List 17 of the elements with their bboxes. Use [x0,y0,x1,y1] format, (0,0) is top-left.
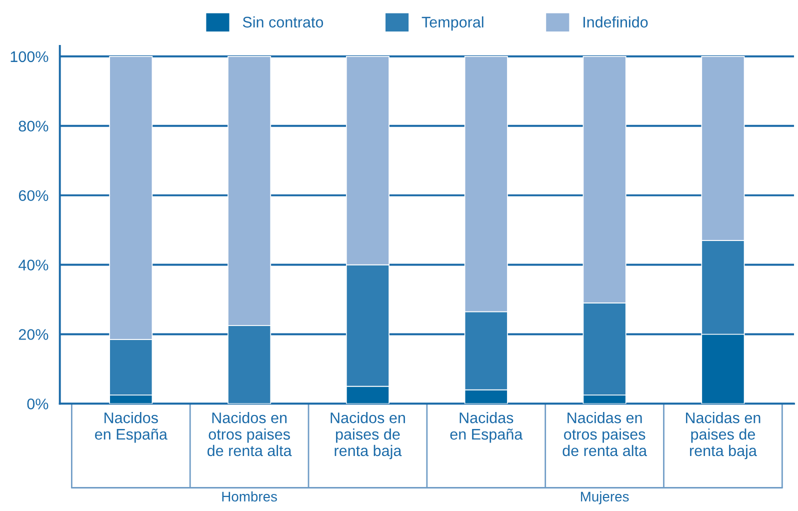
legend-label: Sin contrato [242,16,324,28]
x-tick-label: Nacidos en otros paises de renta alta [207,412,292,456]
text: Mujeres [580,491,629,504]
y-tick-label: 60% [18,190,48,202]
y-tick-label: 100% [10,51,48,62]
y-tick-label: 40% [18,260,48,270]
text: Hombres [222,491,277,502]
x-tick-label: Nacidos en paises de renta baja [330,412,405,460]
x-tick-label: Nacidas en otros paises de renta alta [562,412,648,456]
x-tick-label: Nacidas en paises de renta baja [686,412,760,460]
y-tick-label: 0% [27,398,48,410]
x-tick-label: Nacidos en España [95,412,168,443]
y-tick-label: 80% [18,120,48,132]
legend-label: Indefinido [584,16,648,28]
y-tick-label: 20% [18,329,48,340]
x-tick-label: Nacidas en España [450,412,523,443]
legend-label: Temporal [422,16,484,31]
